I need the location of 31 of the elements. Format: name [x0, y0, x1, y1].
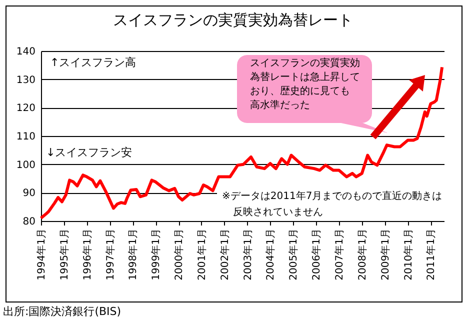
x-tick-label: 2003年1月	[242, 228, 254, 280]
text: 出所:国際決済銀行(BIS)	[3, 305, 122, 318]
x-tick-label: 2010年1月	[402, 228, 414, 280]
y-tick-label: 90	[22, 188, 36, 200]
x-tick-label: 1998年1月	[127, 228, 140, 280]
x-tick-label: 2007年1月	[334, 228, 346, 280]
x-tick-label: 2008年1月	[356, 228, 368, 280]
y-tick-label: 130	[16, 74, 36, 86]
y-tick-label: 120	[16, 103, 36, 114]
x-tick-label: 1995年1月	[58, 228, 70, 280]
x-tick-label: 2011年1月	[425, 228, 438, 280]
x-tick-label: 1997年1月	[104, 228, 116, 280]
x-tick-label: 2006年1月	[310, 228, 323, 280]
annotation: スイスフランの実質実効為替レートは急上昇しており、歴史的に見ても高水準だった	[250, 57, 360, 111]
y-tick-label: 140	[16, 46, 36, 58]
annotation: ↑スイスフラン高	[50, 56, 136, 69]
x-tick-label: 1996年1月	[81, 228, 94, 280]
x-tick-label: 1994年1月	[36, 228, 48, 280]
y-tick-label: 110	[16, 132, 36, 142]
annotation: ↓スイスフラン安	[46, 146, 132, 159]
x-tick-label: 1999年1月	[150, 228, 162, 280]
y-tick-label: 80	[22, 216, 36, 228]
annotation: ※データは2011年7月までのもので直近の動きは反映されていません	[222, 190, 442, 218]
chart-title: スイスフランの実質実効為替レート	[113, 11, 353, 29]
x-tick-label: 2000年1月	[173, 228, 186, 280]
x-tick-label: 2004年1月	[264, 228, 277, 280]
y-tick-label: 100	[16, 160, 36, 171]
x-tick-label: 2001年1月	[196, 228, 208, 280]
x-tick-label: 2005年1月	[288, 228, 300, 280]
x-tick-label: 2002年1月	[218, 228, 231, 280]
x-tick-label: 2009年1月	[379, 228, 392, 280]
